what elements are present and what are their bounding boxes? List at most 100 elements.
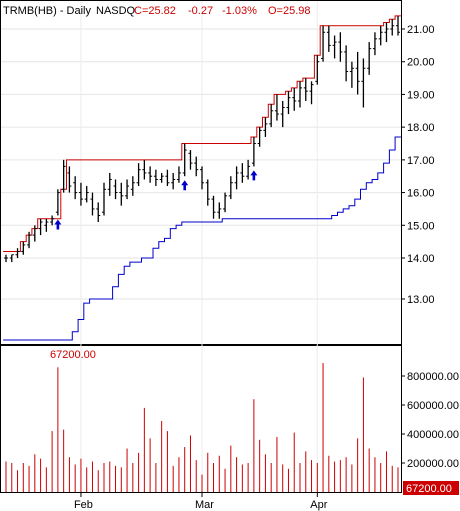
ohlc-bar [326,25,331,52]
ohlc-bar [96,202,101,223]
ohlc-bar [113,179,118,200]
price-series [3,15,401,341]
price-tick-label: 15.00 [407,220,435,232]
ohlc-bar [61,159,66,193]
ohlc-bar [361,58,366,108]
price-tick-label: 16.00 [407,188,435,200]
volume-series [5,362,399,492]
ohlc-bar [142,159,147,180]
volume-tick-label: 400000.00 [407,429,459,441]
price-tick-label: 19.00 [407,89,435,101]
ohlc-bar [309,81,314,105]
ohlc-bar [344,45,349,82]
ohlc-bar [292,87,297,111]
ohlc-bar [378,25,383,46]
price-tick-label: 20.00 [407,57,435,69]
month-label: Feb [74,499,93,511]
ohlc-bar [286,91,291,115]
ohlc-bar [15,248,20,258]
axes: 21.00 20.00 19.00 18.00 17.00 16.00 15.00 14.00… [74,24,459,511]
change-pct-value: -1.03% [222,5,257,17]
price-tick-label: 13.00 [407,294,435,306]
ohlc-bar [384,22,389,43]
grid [1,1,401,492]
ohlc-bar [84,186,89,203]
symbol-label: TRMB(HB) - Daily [3,5,91,17]
ohlc-bar [4,254,8,263]
ohlc-bar [251,136,256,167]
ohlc-bar [159,172,164,183]
ohlc-bar [257,127,262,147]
ohlc-bar [67,166,72,193]
ohlc-bar [194,156,199,177]
open-value: O=25.98 [268,5,311,17]
ohlc-bar [27,231,32,249]
ohlc-bar [136,163,141,187]
upper-channel-line [3,15,401,252]
lower-channel-line [3,136,401,341]
ohlc-bar [332,35,337,59]
ohlc-bar [38,218,43,236]
month-label: Apr [310,499,327,511]
ohlc-bar [217,202,222,219]
ohlc-bar [55,189,60,216]
ohlc-bar [234,166,239,190]
month-label: Mar [195,499,214,511]
change-value: -0.27 [188,5,213,17]
buy-arrow-icon [250,170,258,181]
ohlc-bar [228,176,233,200]
ohlc-bar [372,32,377,56]
ohlc-bar [315,55,320,85]
ohlc-bar [21,241,26,255]
ohlc-bar [321,25,326,62]
volume-tick-label: 600000.00 [407,400,459,412]
ohlc-bar [298,81,302,108]
volume-tick-label: 200000.00 [407,458,459,470]
ohlc-bar [349,61,354,88]
ohlc-bar [246,159,251,180]
ohlc-bar [211,195,216,219]
volume-tick-label: 800000.00 [407,371,459,383]
ohlc-bar [176,166,181,183]
ohlc-bar [303,78,308,101]
price-tick-label: 17.00 [407,155,435,167]
price-tick-label: 18.00 [407,122,435,134]
ohlc-bar [125,179,130,200]
price-tick-label: 21.00 [407,24,435,36]
ohlc-bar [130,176,135,196]
buy-arrow-icon [54,219,62,230]
ohlc-bar [148,166,153,183]
ohlc-bar [50,215,55,226]
ohlc-bar [269,104,274,128]
ohlc-bar [390,19,395,36]
volume-badge [403,481,459,495]
ohlc-bar [73,176,78,200]
ohlc-bar [263,117,268,137]
ohlc-bar [367,42,372,75]
ohlc-bar [102,182,106,216]
exchange-label: NASDQ [96,5,136,17]
ohlc-bar [200,166,204,190]
close-value: C=25.82 [134,5,176,17]
buy-arrow-icon [181,180,189,191]
ohlc-bar [280,100,285,128]
ohlc-bar [205,179,210,206]
ohlc-bar [9,254,14,263]
ohlc-bar [107,172,112,196]
ohlc-bar [188,150,193,170]
ohlc-bar [240,163,245,183]
volume-value-label: 67200.00 [50,349,96,361]
ohlc-bar [119,182,124,206]
ohlc-bar [78,182,83,206]
ohlc-bar [153,169,158,187]
ohlc-bar [338,32,343,62]
ohlc-bar [396,15,400,36]
ohlc-bar [44,218,49,232]
ohlc-bar [182,143,187,177]
price-tick-label: 14.00 [407,253,435,265]
volume-badge-text: 67200.00 [406,483,452,495]
ohlc-bar [171,172,176,190]
ohlc-bar [274,94,279,121]
ohlc-bar [223,192,228,213]
